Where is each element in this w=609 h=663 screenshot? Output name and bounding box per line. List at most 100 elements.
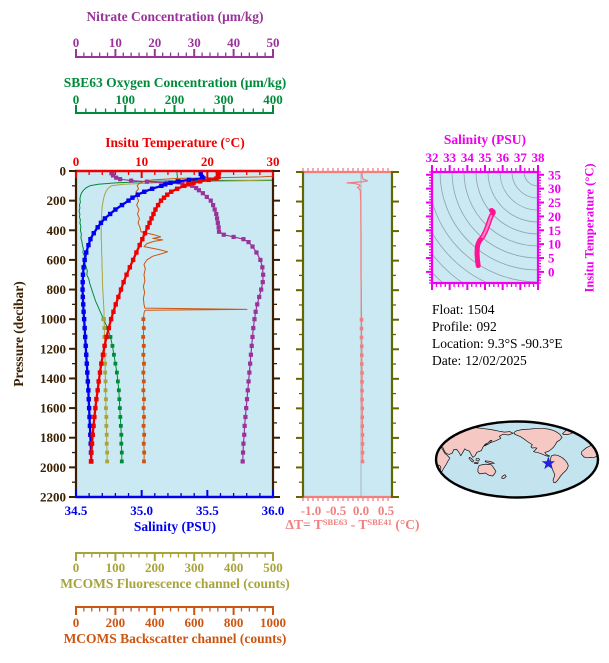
tick-label: 5: [548, 251, 555, 266]
tick-label: 0: [73, 92, 80, 107]
oxygen-axis-title: SBE63 Oxygen Concentration (μm/kg): [63, 75, 287, 90]
tick-label: 200: [145, 560, 165, 575]
tick-label: 0: [73, 154, 80, 169]
tick-label: 10: [548, 237, 561, 252]
landmass: [477, 463, 497, 477]
tick-label: 25: [548, 195, 562, 210]
tick-label: 600: [47, 252, 67, 267]
tick-label: 15: [548, 223, 562, 238]
delta-t-series-group: [346, 172, 369, 497]
nitrate-axis-title: Nitrate Concentration (μm/kg): [86, 9, 264, 24]
tick-label: 100: [106, 560, 126, 575]
date-line: Date: 12/02/2025: [432, 352, 567, 369]
tick-label: -0.5: [326, 503, 347, 518]
pressure-axis-title: Pressure (decibar): [11, 281, 26, 387]
oxygen-axis: [75, 105, 274, 114]
fluorescence-axis-title: MCOMS Fluorescence channel (counts): [60, 576, 290, 591]
series-mcoms-backscatter: [135, 175, 273, 462]
landmass: [484, 460, 496, 465]
landmass: [475, 457, 481, 462]
landmass: [473, 462, 480, 465]
tick-label: 35: [479, 150, 493, 165]
axes-frames: [69, 165, 544, 501]
tick-label: 10: [135, 154, 148, 169]
tick-label: 500: [263, 560, 283, 575]
tick-label: 1800: [40, 430, 66, 445]
tick-label: 34.5: [65, 503, 88, 518]
tick-label: 20: [548, 209, 561, 224]
delta-t-plot-area: [303, 172, 392, 497]
tick-label: 0: [548, 264, 555, 279]
nitrate-axis: [75, 49, 274, 58]
delta-t-title-post: (°C): [391, 517, 420, 532]
landmass: [513, 427, 563, 457]
tick-label: 400: [263, 92, 283, 107]
float-id-line: Float: 1504: [432, 301, 567, 318]
tick-label: 38: [532, 150, 546, 165]
date-value: 12/02/2025: [465, 353, 527, 368]
delta-t-title-sup1: SBE63: [322, 516, 348, 527]
ts-curve-highlight: [481, 214, 493, 239]
profile-value: 092: [476, 319, 497, 334]
tick-label: 1000: [260, 615, 286, 630]
series-mcoms-fluorescence: [100, 179, 273, 462]
date-label: Date:: [432, 353, 462, 368]
tick-label: 1200: [40, 341, 66, 356]
tick-label: -1.0: [301, 503, 322, 518]
tick-label: 0.0: [353, 503, 369, 518]
tick-label: 2000: [40, 460, 66, 475]
tick-label: 40: [227, 35, 240, 50]
float-location-star: [541, 456, 555, 470]
profile-line: Profile: 092: [432, 318, 567, 335]
tick-label: 20: [201, 154, 214, 169]
tick-label: 800: [224, 615, 244, 630]
tick-label: 800: [47, 282, 67, 297]
tick-label: 200: [106, 615, 126, 630]
tick-label: 1400: [40, 371, 66, 386]
tick-label: 200: [165, 92, 185, 107]
tick-label: 1600: [40, 401, 66, 416]
tick-label: 300: [184, 560, 204, 575]
tick-label: 34: [461, 150, 475, 165]
landmass: [501, 474, 507, 479]
tick-label: 0: [60, 164, 67, 179]
map-outline: [434, 420, 600, 499]
tick-label: 30: [548, 181, 561, 196]
series-sbe63-oxygen: [78, 171, 273, 462]
tick-label: 30: [188, 35, 201, 50]
delta-t-title-sup2: SBE41: [367, 516, 392, 527]
fluorescence-axis: [75, 552, 274, 561]
location-label: Location:: [432, 336, 484, 351]
landmass: [587, 433, 592, 439]
tick-label: 10: [109, 35, 122, 50]
delta-t-title-mid: - T: [347, 517, 368, 532]
tick-label: 36.0: [262, 503, 285, 518]
tick-label: 32: [426, 150, 439, 165]
tick-label: 100: [116, 92, 136, 107]
delta-t-title-pre: ΔT= T: [285, 517, 323, 532]
main-plot-area: [76, 171, 273, 497]
profile-series-group: [78, 171, 273, 464]
tick-label: 35: [548, 167, 562, 182]
ts-salinity-title: Salinity (PSU): [443, 132, 527, 147]
tick-label: 400: [224, 560, 244, 575]
landmass: [483, 440, 493, 447]
tick-label: 300: [214, 92, 234, 107]
landmass: [468, 456, 475, 463]
tick-label: 30: [267, 154, 280, 169]
tick-label: 0: [73, 615, 80, 630]
tick-label: 37: [514, 150, 528, 165]
float-label: Float:: [432, 302, 464, 317]
tick-label: 33: [443, 150, 457, 165]
backscatter-axis-title: MCOMS Backscatter channel (counts): [63, 631, 287, 646]
tick-label: 2200: [40, 490, 66, 505]
world-map: [434, 420, 600, 499]
tick-label: 400: [47, 223, 67, 238]
backscatter-axis: [75, 606, 274, 615]
ts-temperature-title: Insitu Temperature (°C): [582, 163, 597, 293]
location-value: 9.3°S -90.3°E: [487, 336, 563, 351]
tick-label: 35.0: [130, 503, 153, 518]
tick-label: 200: [47, 193, 67, 208]
